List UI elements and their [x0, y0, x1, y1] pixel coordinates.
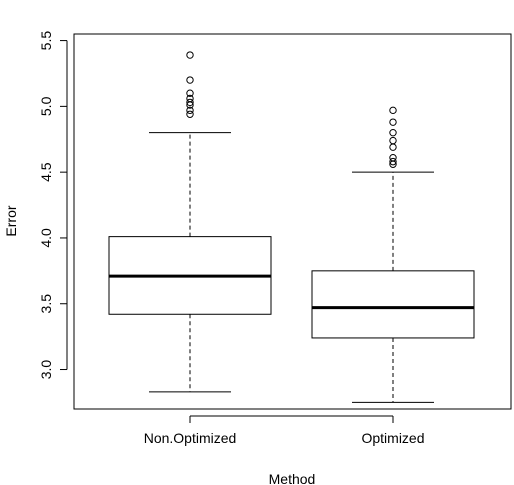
boxes [108, 51, 475, 403]
outlier-point [389, 153, 397, 162]
x-tick-label: Non.Optimized [144, 430, 237, 446]
box-group-optimized [311, 106, 475, 403]
outlier-point [186, 110, 194, 118]
iqr-box [311, 270, 475, 339]
outlier-point [186, 98, 194, 107]
outlier-point [389, 106, 397, 115]
x-axis: Non.Optimized Optimized [144, 415, 425, 446]
y-axis: 3.0 3.5 4.0 4.5 5.0 5.5 [38, 31, 68, 380]
box-group-non-optimized [108, 51, 272, 393]
outlier-point [389, 143, 397, 151]
y-tick-label: 5.0 [38, 96, 54, 116]
x-axis-label: Method [269, 471, 316, 485]
outlier-point [389, 157, 397, 166]
outlier-point [186, 89, 194, 97]
y-tick-label: 3.0 [38, 360, 54, 380]
x-tick-label: Optimized [361, 430, 424, 446]
outlier-point [186, 76, 194, 84]
y-tick-label: 5.5 [38, 31, 54, 51]
outlier-point [389, 136, 397, 145]
y-tick-label: 3.5 [38, 294, 54, 314]
y-axis-label: Error [3, 205, 19, 236]
outlier-point [389, 128, 397, 137]
outlier-point [186, 94, 194, 103]
y-tick-label: 4.0 [38, 228, 54, 248]
plot-frame [73, 33, 512, 410]
outlier-point [186, 51, 194, 59]
outlier-point [389, 118, 397, 126]
y-tick-label: 4.5 [38, 162, 54, 182]
outlier-point [186, 106, 194, 115]
